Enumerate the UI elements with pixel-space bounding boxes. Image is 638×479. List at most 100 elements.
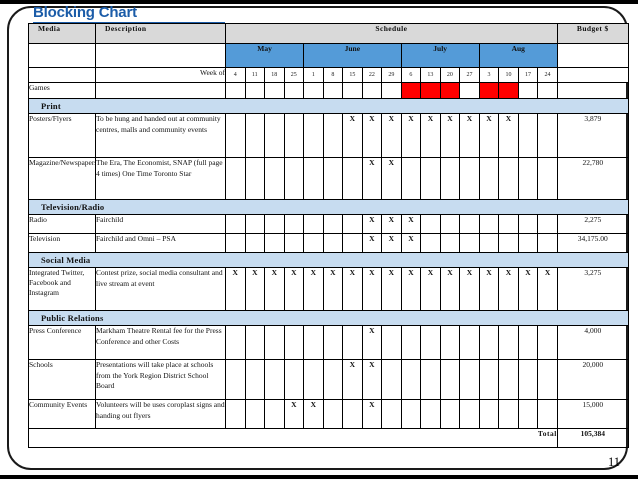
week-cell [225,82,246,99]
media-cell: Integrated Twitter, Facebook and Instagr… [28,267,96,311]
budget-cell: 22,780 [556,157,629,200]
week-number-cell: 11 [244,67,266,83]
week-number-cell: 15 [342,67,363,83]
week-cell [303,359,324,400]
description-cell: Presentations will take place at schools… [95,359,226,400]
week-cell [517,113,539,158]
schedule-x-mark: X [498,113,519,158]
week-cell [225,113,246,158]
schedule-x-mark: X [381,233,402,253]
schedule-fill-mark [498,82,519,99]
week-cell [303,113,324,158]
schedule-x-mark: X [478,113,500,158]
schedule-x-mark: X [381,157,402,200]
week-cell [400,325,422,360]
week-cell [420,214,441,234]
description-cell: Fairchild and Omni – PSA [95,233,226,253]
week-cell [244,82,266,99]
week-cell [420,233,441,253]
week-cell [283,113,305,158]
week-cell [439,233,461,253]
schedule-column-header: Schedule [225,23,558,44]
week-cell [225,359,246,400]
week-cell [322,214,344,234]
week-number-cell: 8 [322,67,344,83]
week-cell [517,157,539,200]
schedule-x-mark: X [283,399,305,429]
week-number-cell: 27 [459,67,480,83]
media-cell: Press Conference [28,325,96,360]
table-row: Posters/Flyers To be hung and handed out … [28,113,629,158]
months-row: May June July Aug [28,43,629,68]
week-cell [244,214,266,234]
section-row: Print [28,98,629,114]
week-cell [264,157,285,200]
schedule-x-mark: X [361,214,383,234]
week-cell [244,359,266,400]
week-cell [478,359,500,400]
week-cell [342,157,363,200]
week-number-cell: 25 [283,67,305,83]
budget-cell: 20,000 [556,359,629,400]
week-cell [478,399,500,429]
week-cell [225,214,246,234]
week-cell [498,214,519,234]
week-cell [439,399,461,429]
schedule-x-mark: X [361,359,383,400]
media-cell: Television [28,233,96,253]
week-cell [225,233,246,253]
week-cell [517,359,539,400]
schedule-x-mark: X [459,113,480,158]
week-cell [517,214,539,234]
week-cell [264,214,285,234]
week-cell [439,157,461,200]
week-cell [264,399,285,429]
week-cell [283,325,305,360]
week-number-cell: 20 [439,67,461,83]
schedule-x-mark: X [498,267,519,311]
media-cell: Games [28,82,96,99]
section-row: Social Media [28,252,629,268]
table-row: Press Conference Markham Theatre Rental f… [28,325,629,360]
week-cell [517,325,539,360]
week-cell [264,359,285,400]
week-cell [361,82,383,99]
schedule-x-mark: X [283,267,305,311]
week-cell [478,325,500,360]
schedule-x-mark: X [439,113,461,158]
section-row: Public Relations [28,310,629,326]
slide-bottom-edge [0,475,638,479]
section-header-label: Social Media [28,252,629,268]
week-number-cell: 17 [517,67,539,83]
week-number-cell: 1 [303,67,324,83]
week-cell [322,233,344,253]
week-cell [381,325,402,360]
week-number-cell: 10 [498,67,519,83]
months-row-budget-spacer [556,43,629,68]
week-cell [244,157,266,200]
week-cell [264,82,285,99]
week-cell [537,399,558,429]
schedule-fill-mark [400,82,422,99]
budget-cell: 4,000 [556,325,629,360]
total-label: Total [28,428,558,448]
schedule-x-mark: X [400,214,422,234]
week-cell [322,82,344,99]
schedule-x-mark: X [342,113,363,158]
slide-top-edge [0,0,638,4]
week-cell [244,325,266,360]
week-cell [322,325,344,360]
schedule-x-mark: X [361,113,383,158]
week-cell [225,399,246,429]
week-of-media-spacer [28,67,96,83]
week-cell [420,325,441,360]
week-cell [537,113,558,158]
table-row: Integrated Twitter, Facebook and Instagr… [28,267,629,311]
months-row-media-spacer [28,43,96,68]
table-row: Magazine/Newspapers The Era, The Economis… [28,157,629,200]
week-cell [342,233,363,253]
week-cell [459,157,480,200]
week-number-cell: 3 [478,67,500,83]
week-cell [498,359,519,400]
description-cell: The Era, The Economist, SNAP (full page … [95,157,226,200]
